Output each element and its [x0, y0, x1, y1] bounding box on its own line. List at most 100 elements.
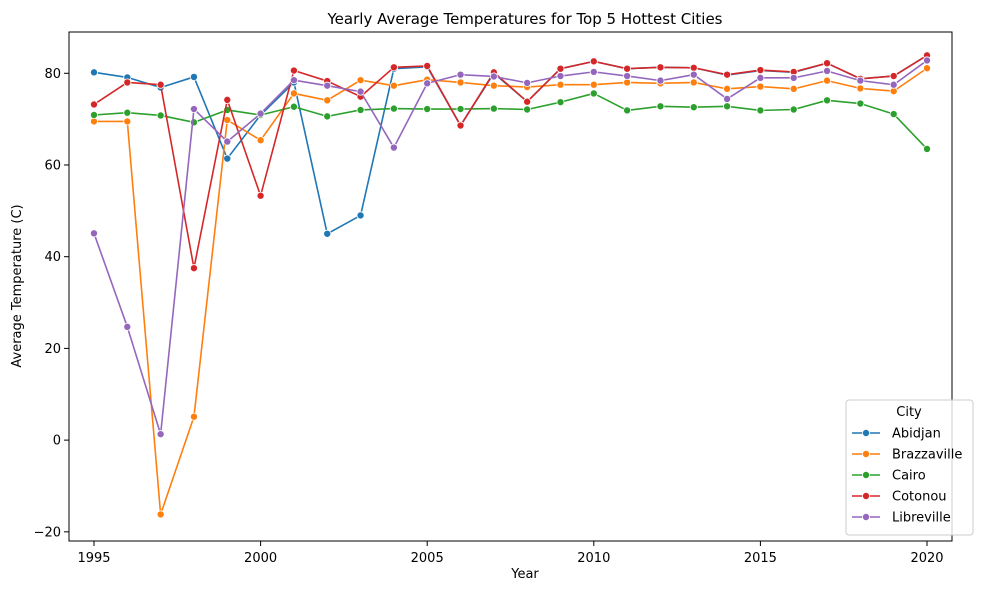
y-tick-label: 20 [44, 342, 61, 357]
data-point-libreville [489, 72, 498, 81]
data-point-brazzaville [489, 81, 498, 90]
x-tick-label: 1995 [77, 551, 110, 566]
data-point-brazzaville [823, 76, 832, 85]
data-point-cairo [889, 110, 898, 119]
x-axis-label: Year [510, 567, 539, 582]
data-point-cairo [323, 112, 332, 121]
data-point-cotonou [223, 95, 232, 104]
data-point-cotonou [423, 61, 432, 70]
data-point-cairo [523, 105, 532, 114]
data-point-cotonou [456, 121, 465, 130]
data-point-cotonou [656, 63, 665, 72]
legend-item-brazzaville: Brazzaville [852, 448, 962, 463]
legend-items: Abidjan Brazzaville Cairo Cotonou Libreville [852, 427, 962, 526]
data-point-cairo [823, 96, 832, 105]
data-point-abidjan [356, 211, 365, 220]
data-point-libreville [856, 76, 865, 85]
plot-frame [68, 31, 953, 542]
legend-label: Abidjan [892, 427, 941, 442]
legend-item-abidjan: Abidjan [852, 427, 941, 442]
data-point-libreville [356, 87, 365, 96]
data-point-brazzaville [856, 84, 865, 93]
data-point-brazzaville [356, 76, 365, 85]
data-point-abidjan [89, 68, 98, 77]
data-point-cotonou [756, 66, 765, 75]
series-libreville [89, 56, 932, 439]
data-point-cotonou [623, 64, 632, 73]
data-point-cairo [289, 102, 298, 111]
data-point-brazzaville [289, 89, 298, 98]
data-point-cairo [189, 118, 198, 127]
data-point-cotonou [823, 59, 832, 68]
series-layer [89, 51, 932, 519]
series-line-libreville [93, 59, 928, 435]
data-point-libreville [556, 72, 565, 81]
data-point-cotonou [723, 70, 732, 79]
x-tick-label: 2005 [411, 551, 444, 566]
data-point-libreville [423, 79, 432, 88]
legend-label: Cotonou [892, 490, 947, 505]
data-point-brazzaville [189, 412, 198, 421]
data-point-cotonou [123, 78, 132, 87]
data-point-libreville [923, 56, 932, 65]
data-point-cotonou [523, 97, 532, 106]
data-point-brazzaville [223, 116, 232, 125]
data-point-brazzaville [689, 78, 698, 87]
x-tick-label: 2020 [910, 551, 943, 566]
data-point-brazzaville [123, 117, 132, 126]
data-point-cairo [156, 111, 165, 120]
x-tick-label: 2010 [577, 551, 610, 566]
data-point-libreville [889, 80, 898, 89]
x-tick-label: 2015 [744, 551, 777, 566]
legend-label: Libreville [892, 511, 951, 526]
data-point-cotonou [189, 264, 198, 273]
data-point-cairo [689, 103, 698, 112]
legend-label: Brazzaville [892, 448, 962, 463]
legend-swatch-marker [862, 428, 871, 437]
y-tick-label: 60 [44, 158, 61, 173]
y-tick-label: 40 [44, 250, 61, 265]
data-point-cairo [656, 102, 665, 111]
data-point-cairo [623, 106, 632, 115]
data-point-libreville [256, 109, 265, 118]
data-point-libreville [89, 229, 98, 238]
data-point-cairo [723, 102, 732, 111]
data-point-libreville [523, 78, 532, 87]
data-point-libreville [123, 322, 132, 331]
legend-swatch-marker [862, 513, 871, 522]
y-axis-label: Average Temperature (C) [10, 204, 25, 367]
data-point-libreville [789, 73, 798, 82]
data-point-libreville [656, 76, 665, 85]
data-point-cotonou [89, 100, 98, 109]
data-point-libreville [723, 94, 732, 103]
legend-swatch-marker [862, 470, 871, 479]
legend-swatch-marker [862, 491, 871, 500]
legend-item-cotonou: Cotonou [852, 490, 947, 505]
data-point-cairo [923, 144, 932, 153]
chart-title: Yearly Average Temperatures for Top 5 Ho… [327, 10, 723, 28]
data-point-cotonou [689, 63, 698, 72]
y-tick-label: 80 [44, 67, 61, 82]
data-point-brazzaville [589, 80, 598, 89]
data-point-libreville [223, 137, 232, 146]
series-line-cairo [93, 92, 928, 150]
data-point-abidjan [223, 154, 232, 163]
data-point-brazzaville [923, 64, 932, 73]
data-point-cairo [356, 105, 365, 114]
legend-item-libreville: Libreville [852, 511, 951, 526]
data-point-cairo [589, 89, 598, 98]
data-point-libreville [389, 143, 398, 152]
data-point-libreville [689, 70, 698, 79]
data-point-brazzaville [389, 81, 398, 90]
series-cairo [89, 89, 932, 153]
data-point-cairo [789, 105, 798, 114]
data-point-libreville [823, 66, 832, 75]
data-point-cairo [456, 105, 465, 114]
data-point-abidjan [323, 229, 332, 238]
x-axis-ticks: 1995 2000 2005 2010 2015 2020 [77, 541, 944, 566]
series-cotonou [89, 51, 932, 273]
x-tick-label: 2000 [244, 551, 277, 566]
data-point-brazzaville [456, 78, 465, 87]
data-point-cotonou [556, 64, 565, 73]
